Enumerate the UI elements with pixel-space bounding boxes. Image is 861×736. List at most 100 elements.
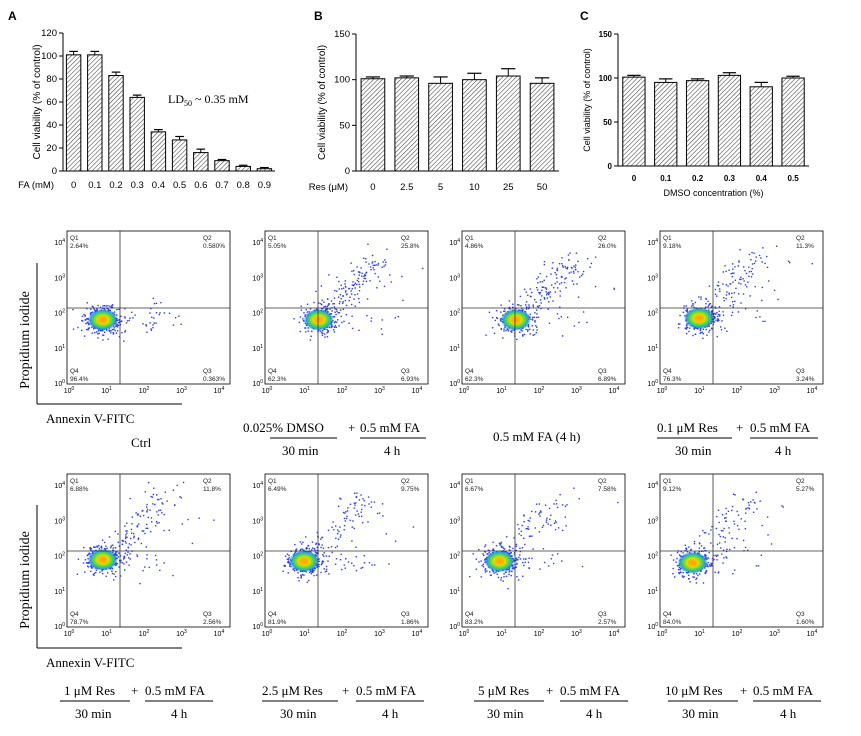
event-dot: [552, 300, 554, 302]
event-dot: [367, 496, 370, 498]
event-dot: [125, 537, 127, 540]
event-dot: [328, 274, 330, 276]
event-dot: [155, 520, 158, 523]
event-dot: [545, 275, 548, 278]
event-dot: [370, 268, 372, 271]
event-dot: [98, 544, 100, 547]
event-dot: [91, 567, 93, 569]
event-dot: [577, 296, 580, 298]
event-dot: [313, 301, 315, 304]
event-dot: [360, 494, 362, 496]
event-dot: [737, 265, 739, 267]
event-dot: [728, 292, 730, 294]
event-dot: [503, 308, 506, 310]
quadrant-q4-label: Q4: [663, 368, 672, 375]
event-dot: [376, 287, 378, 289]
event-dot: [87, 562, 89, 564]
event-dot: [125, 530, 127, 532]
y-tick-label: 150: [334, 29, 350, 40]
svg-text:4 h: 4 h: [780, 706, 797, 721]
event-dot: [484, 550, 486, 553]
event-dot: [172, 324, 175, 326]
event-dot: [116, 308, 118, 311]
event-dot: [125, 561, 128, 563]
event-dot: [520, 305, 522, 307]
event-dot: [121, 543, 124, 546]
event-dot: [87, 566, 90, 568]
event-dot: [284, 565, 287, 567]
event-dot: [733, 569, 736, 571]
event-dot: [475, 568, 478, 570]
event-dot: [539, 272, 541, 275]
event-dot: [732, 573, 734, 575]
x-decade-label: 101: [496, 629, 507, 638]
event-dot: [112, 549, 114, 552]
event-dot: [98, 332, 100, 335]
event-dot: [314, 551, 317, 553]
event-dot: [535, 324, 537, 327]
event-dot: [340, 498, 342, 500]
bar: [749, 86, 773, 167]
quadrant-q4-value: 78.7%: [70, 619, 89, 626]
event-dot: [520, 534, 522, 537]
svg-text:+: +: [342, 683, 349, 698]
event-dot: [337, 538, 340, 540]
event-dot: [106, 547, 108, 549]
event-dot: [370, 320, 372, 322]
event-dot: [331, 551, 333, 554]
event-dot: [550, 273, 552, 275]
event-dot: [315, 574, 318, 576]
event-dot: [330, 326, 332, 329]
event-dot: [726, 548, 728, 551]
svg-text:1 μM Res: 1 μM Res: [64, 683, 115, 698]
event-dot: [706, 557, 708, 559]
event-dot: [305, 309, 307, 311]
event-dot: [731, 272, 734, 274]
event-dot: [516, 559, 518, 561]
svg-text:5 μM Res: 5 μM Res: [478, 683, 529, 698]
event-dot: [490, 574, 492, 577]
event-dot: [523, 333, 526, 336]
event-dot: [556, 313, 559, 315]
event-dot: [714, 316, 716, 318]
event-dot: [94, 331, 96, 334]
event-dot: [554, 282, 556, 285]
event-dot: [581, 565, 584, 568]
event-dot: [357, 277, 360, 280]
event-dot: [344, 283, 346, 285]
event-dot: [370, 501, 373, 503]
event-dot: [111, 328, 114, 331]
event-dot: [128, 543, 131, 545]
y-tick-label: 60: [46, 97, 57, 108]
event-dot: [370, 506, 373, 508]
event-dot: [331, 310, 333, 312]
event-dot: [145, 523, 148, 526]
event-dot: [174, 317, 177, 319]
event-dot: [500, 546, 503, 548]
event-dot: [579, 276, 581, 278]
event-dot: [722, 311, 724, 313]
event-dot: [715, 295, 718, 297]
event-dot: [335, 326, 337, 329]
event-dot: [322, 547, 325, 549]
event-dot: [115, 575, 117, 578]
event-dot: [537, 306, 539, 308]
y-decade-label: 104: [252, 238, 263, 247]
x-tick-label: 0.9: [258, 180, 271, 191]
event-dot: [295, 550, 297, 553]
event-dot: [334, 289, 336, 292]
event-dot: [489, 571, 491, 573]
x-decade-label: 100: [657, 386, 668, 395]
event-dot: [146, 503, 148, 506]
x-decade-label: 101: [101, 386, 112, 395]
event-dot: [750, 270, 752, 273]
quadrant-q1-value: 6.88%: [70, 486, 89, 493]
event-dot: [743, 266, 745, 268]
event-dot: [117, 533, 119, 535]
event-dot: [554, 520, 557, 522]
event-dot: [358, 515, 360, 518]
event-dot: [685, 547, 688, 549]
quadrant-q1-label: Q1: [663, 478, 672, 485]
